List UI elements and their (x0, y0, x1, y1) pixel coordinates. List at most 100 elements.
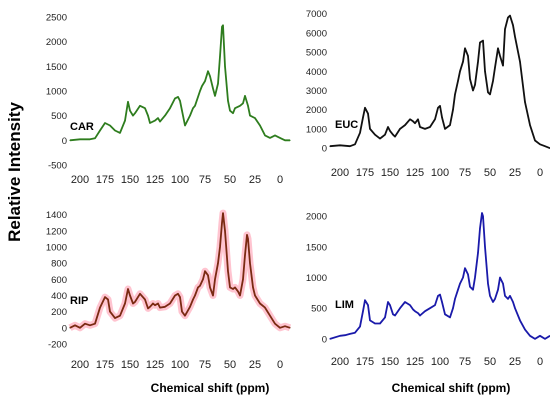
data-point-lim (364, 299, 366, 301)
data-point-lim (492, 301, 494, 303)
panel-label-euc: EUC (335, 119, 358, 131)
data-point-rip (89, 324, 91, 326)
data-point-car (232, 112, 234, 114)
data-point-euc (487, 91, 489, 93)
data-point-rip (202, 278, 204, 280)
data-point-rip (152, 302, 154, 305)
data-point-lim (439, 294, 441, 296)
data-point-lim (544, 338, 546, 340)
data-point-euc (404, 124, 406, 126)
data-point-rip (189, 306, 191, 308)
xtick-label-car: 150 (121, 174, 139, 186)
series-line-car (69, 24, 290, 142)
data-point-rip (129, 294, 131, 297)
data-point-car (284, 139, 286, 141)
data-point-lim (464, 267, 466, 269)
data-point-car (89, 138, 91, 140)
data-point-rip (227, 270, 229, 272)
data-point-euc (519, 61, 521, 63)
data-point-rip (119, 315, 121, 317)
panel-label-lim: LIM (335, 299, 354, 311)
ytick-label-lim: 1000 (306, 273, 327, 284)
data-point-car (124, 120, 126, 122)
ytick-label-car: 500 (51, 111, 67, 122)
data-point-lim (502, 283, 504, 285)
data-point-car (104, 122, 106, 124)
data-point-rip (154, 304, 156, 306)
data-point-car (169, 107, 171, 109)
data-point-lim (449, 316, 451, 318)
data-point-rip (212, 294, 214, 297)
data-point-euc (444, 128, 446, 130)
data-point-lim (539, 335, 541, 337)
data-point-euc (339, 144, 341, 146)
data-point-car (129, 110, 131, 112)
xtick-label-car: 0 (277, 174, 283, 186)
data-point-lim (519, 319, 521, 321)
data-point-car (132, 115, 134, 117)
data-point-euc (449, 124, 451, 126)
data-point-euc (439, 105, 441, 107)
data-point-rip (157, 302, 159, 305)
data-point-rip (79, 327, 81, 329)
data-point-lim (362, 310, 364, 312)
data-point-euc (441, 116, 443, 118)
data-point-car (204, 80, 206, 82)
data-point-euc (369, 128, 371, 130)
data-point-car (157, 117, 159, 119)
data-point-euc (469, 78, 471, 80)
data-point-lim (349, 333, 351, 335)
data-point-rip (74, 324, 76, 326)
figure-ylabel: Relative Intensity (5, 102, 24, 242)
data-point-lim (499, 276, 501, 279)
data-point-car (207, 70, 209, 72)
ytick-label-euc: 7000 (306, 9, 327, 20)
data-point-rip (132, 302, 134, 305)
data-point-car (209, 75, 211, 77)
data-point-rip (84, 323, 86, 325)
data-point-car (214, 95, 216, 97)
ytick-label-lim: 2000 (306, 212, 327, 223)
data-point-rip (252, 286, 254, 288)
xtick-label-car: 175 (96, 174, 114, 186)
data-point-car (217, 83, 219, 85)
xtick-label-lim: 50 (484, 356, 496, 368)
data-point-euc (362, 116, 364, 118)
data-point-euc (394, 136, 396, 138)
data-point-lim (459, 283, 461, 285)
data-point-lim (514, 307, 516, 309)
data-point-euc (489, 93, 491, 95)
data-point-lim (529, 335, 531, 337)
data-point-car (119, 132, 121, 134)
data-point-lim (444, 313, 446, 315)
data-point-rip (109, 311, 111, 313)
data-point-lim (441, 301, 443, 303)
data-point-rip (239, 294, 241, 297)
data-point-lim (412, 308, 414, 310)
data-point-lim (369, 319, 371, 321)
data-point-euc (329, 145, 331, 147)
ytick-label-car: 2000 (46, 37, 67, 48)
data-point-lim (404, 301, 406, 303)
data-point-euc (459, 70, 461, 72)
data-point-rip (229, 286, 231, 288)
xtick-label-rip: 75 (199, 359, 211, 371)
data-point-euc (499, 55, 501, 57)
xtick-label-euc: 125 (406, 167, 424, 179)
data-point-rip (219, 246, 221, 248)
data-point-car (159, 121, 161, 123)
data-point-lim (437, 295, 439, 297)
data-point-car (194, 105, 196, 107)
data-point-car (181, 110, 183, 112)
xtick-label-rip: 200 (71, 359, 89, 371)
xtick-label-lim: 75 (459, 356, 471, 368)
data-point-lim (512, 301, 514, 303)
data-point-car (242, 102, 244, 104)
data-point-rip (234, 286, 236, 288)
data-point-lim (354, 332, 356, 334)
data-point-euc (434, 118, 436, 120)
ytick-label-euc: 1000 (306, 124, 327, 135)
data-point-rip (246, 234, 248, 236)
data-point-euc (387, 126, 389, 128)
